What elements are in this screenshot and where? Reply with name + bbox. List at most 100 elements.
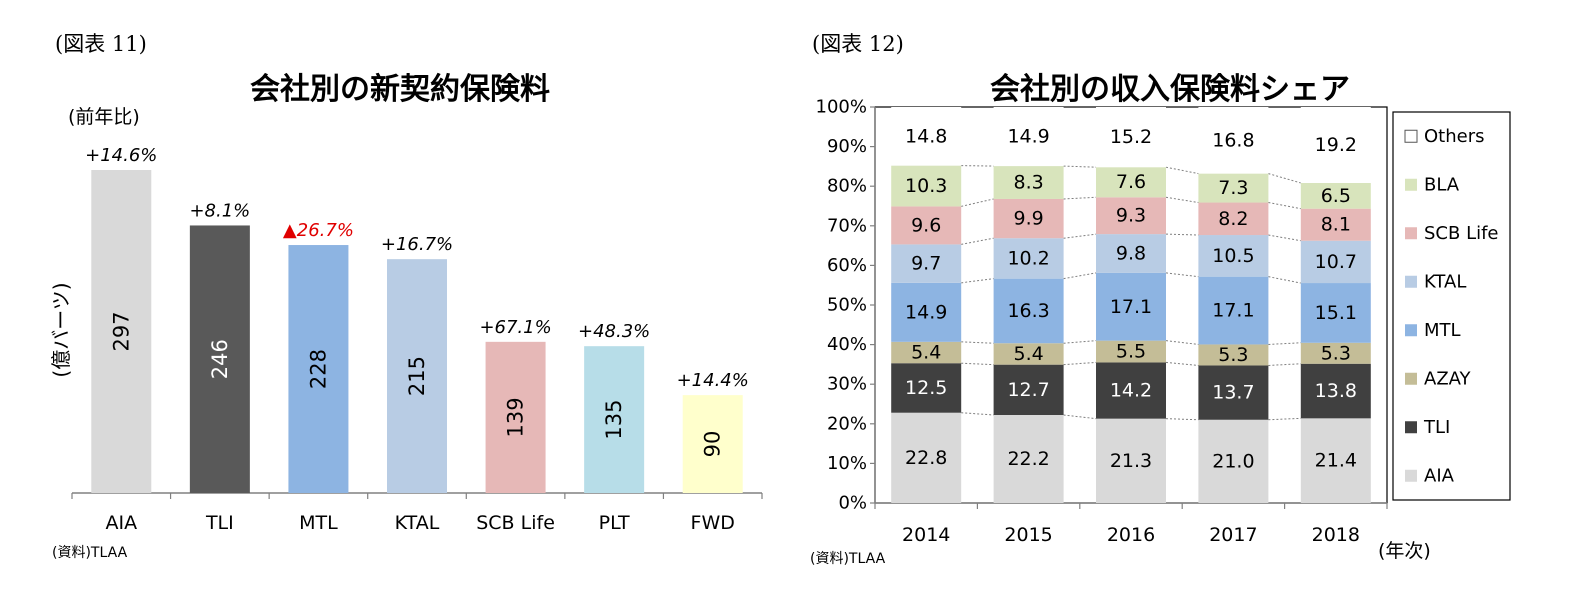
- series-connector-line: [1165, 196, 1199, 204]
- series-connector-line: [1063, 361, 1097, 366]
- segment-value-label: 7.6: [1116, 171, 1146, 193]
- segment-others-2016: [1096, 107, 1166, 168]
- series-connector-line: [1268, 342, 1301, 345]
- growth-label: +14.6%: [85, 145, 157, 166]
- segment-value-label: 21.0: [1212, 450, 1254, 472]
- segment-aia-2018: [1300, 418, 1371, 503]
- legend-label-aia: AIA: [1424, 465, 1455, 486]
- segment-bla-2016: [1096, 167, 1166, 198]
- series-connector-line: [1165, 340, 1199, 345]
- series-connector-line: [1063, 414, 1097, 420]
- segment-value-label: 16.3: [1007, 300, 1049, 322]
- figure-12-title: 会社別の収入保険料シェア: [990, 72, 1350, 107]
- segment-value-label: 17.1: [1110, 296, 1152, 318]
- series-connector-line: [1063, 340, 1097, 344]
- y-axis-label: (億バーツ): [49, 282, 73, 377]
- figure-12-label: (図表 12): [812, 32, 904, 56]
- legend-swatch-bla: [1405, 178, 1417, 191]
- series-connector-line: [1268, 173, 1301, 184]
- series-connector-line: [961, 362, 994, 366]
- segment-ktal-2018: [1300, 240, 1371, 284]
- segment-bla-2015: [993, 166, 1064, 199]
- x-tick-label: 2016: [1107, 524, 1155, 546]
- segment-value-label: 9.3: [1116, 205, 1146, 227]
- y-tick-label: 90%: [827, 136, 867, 157]
- segment-bla-2017: [1198, 173, 1269, 203]
- segment-value-label: 10.7: [1315, 251, 1357, 273]
- segment-value-label: 9.7: [911, 253, 941, 275]
- y-tick-label: 40%: [827, 334, 867, 355]
- legend-label-ktal: KTAL: [1424, 271, 1466, 292]
- series-connector-line: [1268, 417, 1301, 421]
- legend-label-others: Others: [1424, 126, 1485, 147]
- y-tick-label: 50%: [827, 295, 867, 316]
- legend-label-tli: TLI: [1423, 417, 1450, 438]
- segment-tli-2018: [1300, 363, 1371, 419]
- legend-swatch-azay: [1405, 372, 1417, 385]
- x-tick-label: AIA: [105, 512, 137, 534]
- segment-value-label: 17.1: [1212, 300, 1254, 322]
- segment-value-label: 21.3: [1110, 450, 1152, 472]
- x-tick-label: PLT: [599, 512, 630, 534]
- y-tick-label: 60%: [827, 255, 867, 276]
- bar-value-label: 90: [701, 431, 725, 458]
- segment-value-label: 12.7: [1007, 379, 1049, 401]
- growth-label: ▲26.7%: [283, 220, 354, 241]
- segment-bla-2014: [891, 165, 962, 207]
- new-premium-bar-chart: (億バーツ) 297 +14.6% AIA 246 +8.1% TLI 228 ▲26.7% MT…: [49, 145, 763, 534]
- legend-label-mtl: MTL: [1424, 320, 1461, 341]
- segment-azay-2016: [1096, 340, 1166, 363]
- segment-value-label: 13.7: [1212, 382, 1254, 404]
- segment-value-label: 14.8: [905, 125, 947, 147]
- premium-share-stacked-chart: 0% 10% 20% 30% 40% 50% 60% 70% 80% 90% 100% 22.8 12.…: [816, 97, 1511, 546]
- x-tick-label: 2014: [902, 524, 950, 546]
- series-connector-line: [1268, 276, 1301, 284]
- segment-tli-2017: [1198, 365, 1269, 420]
- growth-header: (前年比): [68, 106, 140, 128]
- series-connector-line: [1063, 233, 1097, 239]
- figure-11-title: 会社別の新契約保険料: [250, 72, 550, 107]
- segment-azay-2018: [1300, 342, 1371, 364]
- bar-value-label: 135: [602, 400, 626, 440]
- segment-azay-2015: [993, 343, 1064, 365]
- segment-others-2014: [891, 107, 962, 166]
- segment-azay-2014: [891, 341, 962, 364]
- segment-scb-life-2015: [993, 198, 1064, 239]
- series-connector-line: [1165, 166, 1199, 175]
- x-tick-label: 2018: [1312, 524, 1360, 546]
- segment-mtl-2014: [891, 282, 962, 342]
- figure-12-source: (資料)TLAA: [810, 551, 886, 567]
- segment-ktal-2017: [1198, 235, 1269, 277]
- segment-value-label: 9.6: [911, 214, 941, 236]
- segment-aia-2016: [1096, 418, 1166, 503]
- segment-value-label: 21.4: [1315, 450, 1357, 472]
- segment-others-2018: [1300, 107, 1371, 183]
- segment-bla-2018: [1300, 182, 1371, 209]
- growth-label: +8.1%: [189, 200, 250, 221]
- growth-label: +48.3%: [578, 321, 650, 342]
- segment-value-label: 22.8: [905, 447, 947, 469]
- segment-value-label: 14.2: [1110, 380, 1152, 402]
- series-connector-line: [961, 278, 994, 284]
- bar-value-label: 246: [208, 339, 232, 379]
- legend-box: [1392, 111, 1511, 501]
- growth-label: +14.4%: [677, 370, 749, 391]
- segment-value-label: 6.5: [1321, 185, 1351, 207]
- series-connector-line: [1165, 418, 1199, 421]
- segment-value-label: 5.4: [1013, 343, 1043, 365]
- legend-label-azay: AZAY: [1424, 368, 1472, 389]
- segment-ktal-2015: [993, 238, 1064, 279]
- bar-tli: [189, 225, 250, 493]
- x-tick-label: 2015: [1004, 524, 1052, 546]
- series-connector-line: [961, 412, 994, 416]
- segment-value-label: 8.3: [1013, 172, 1043, 194]
- segment-value-label: 8.2: [1218, 208, 1248, 230]
- figure-12-xlabel: (年次): [1378, 540, 1431, 562]
- series-connector-line: [961, 341, 994, 344]
- segment-others-2015: [993, 107, 1064, 167]
- bar-value-label: 139: [504, 397, 528, 437]
- y-tick-label: 30%: [827, 374, 867, 395]
- segment-value-label: 14.9: [905, 301, 947, 323]
- segment-value-label: 9.9: [1013, 208, 1043, 230]
